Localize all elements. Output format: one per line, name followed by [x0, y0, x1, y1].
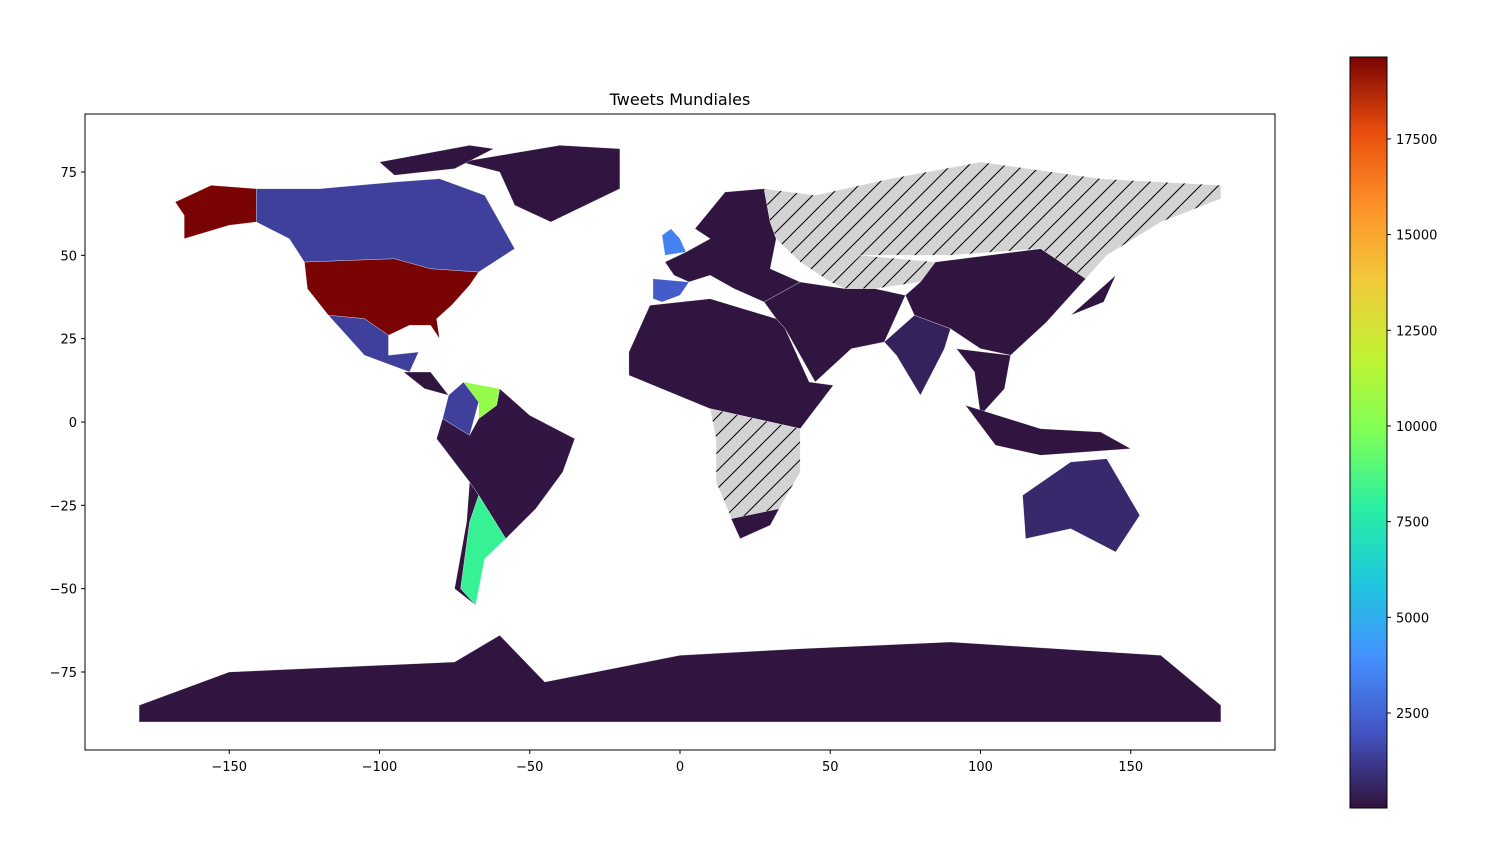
region	[664, 188, 801, 303]
y-tick-label: −75	[50, 666, 77, 681]
x-tick-label: −100	[362, 760, 398, 775]
region	[454, 481, 479, 606]
region	[256, 178, 515, 273]
x-tick-label: 100	[968, 760, 993, 775]
region	[304, 258, 479, 339]
colorbar-tick-label: 10000	[1396, 420, 1437, 435]
region	[661, 228, 687, 256]
colorbar-tick-label: 17500	[1396, 133, 1437, 148]
y-tick-label: 75	[60, 166, 77, 181]
region	[1022, 458, 1140, 553]
map-title: Tweets Mundiales	[609, 90, 751, 109]
colorbar	[1349, 56, 1388, 809]
colorbar-tick-label: 7500	[1396, 516, 1429, 531]
y-tick-label: 25	[60, 333, 77, 348]
region	[460, 145, 621, 223]
region	[884, 315, 951, 396]
y-tick-label: 0	[69, 416, 77, 431]
y-tick-label: −50	[50, 583, 77, 598]
x-tick-label: 0	[676, 760, 684, 775]
colorbar-tick-label: 15000	[1396, 229, 1437, 244]
region	[379, 145, 495, 176]
y-tick-label: −25	[50, 499, 77, 514]
x-tick-label: 150	[1118, 760, 1143, 775]
regions	[138, 145, 1222, 723]
region	[956, 348, 1011, 416]
region	[763, 161, 1222, 283]
region	[730, 508, 780, 539]
region	[628, 298, 834, 429]
region	[328, 315, 419, 373]
colorbar-tick-label: 12500	[1396, 324, 1437, 339]
region	[1070, 275, 1116, 316]
x-tick-label: −50	[516, 760, 543, 775]
region	[442, 381, 479, 436]
region	[174, 185, 257, 239]
region	[138, 635, 1222, 723]
region	[403, 371, 449, 396]
region	[652, 278, 690, 303]
colorbar-tick-label: 2500	[1396, 707, 1429, 722]
x-tick-label: −150	[211, 760, 247, 775]
region	[965, 405, 1132, 456]
colorbar-tick-label: 5000	[1396, 611, 1429, 626]
x-tick-label: 50	[822, 760, 839, 775]
y-tick-label: 50	[60, 249, 77, 264]
